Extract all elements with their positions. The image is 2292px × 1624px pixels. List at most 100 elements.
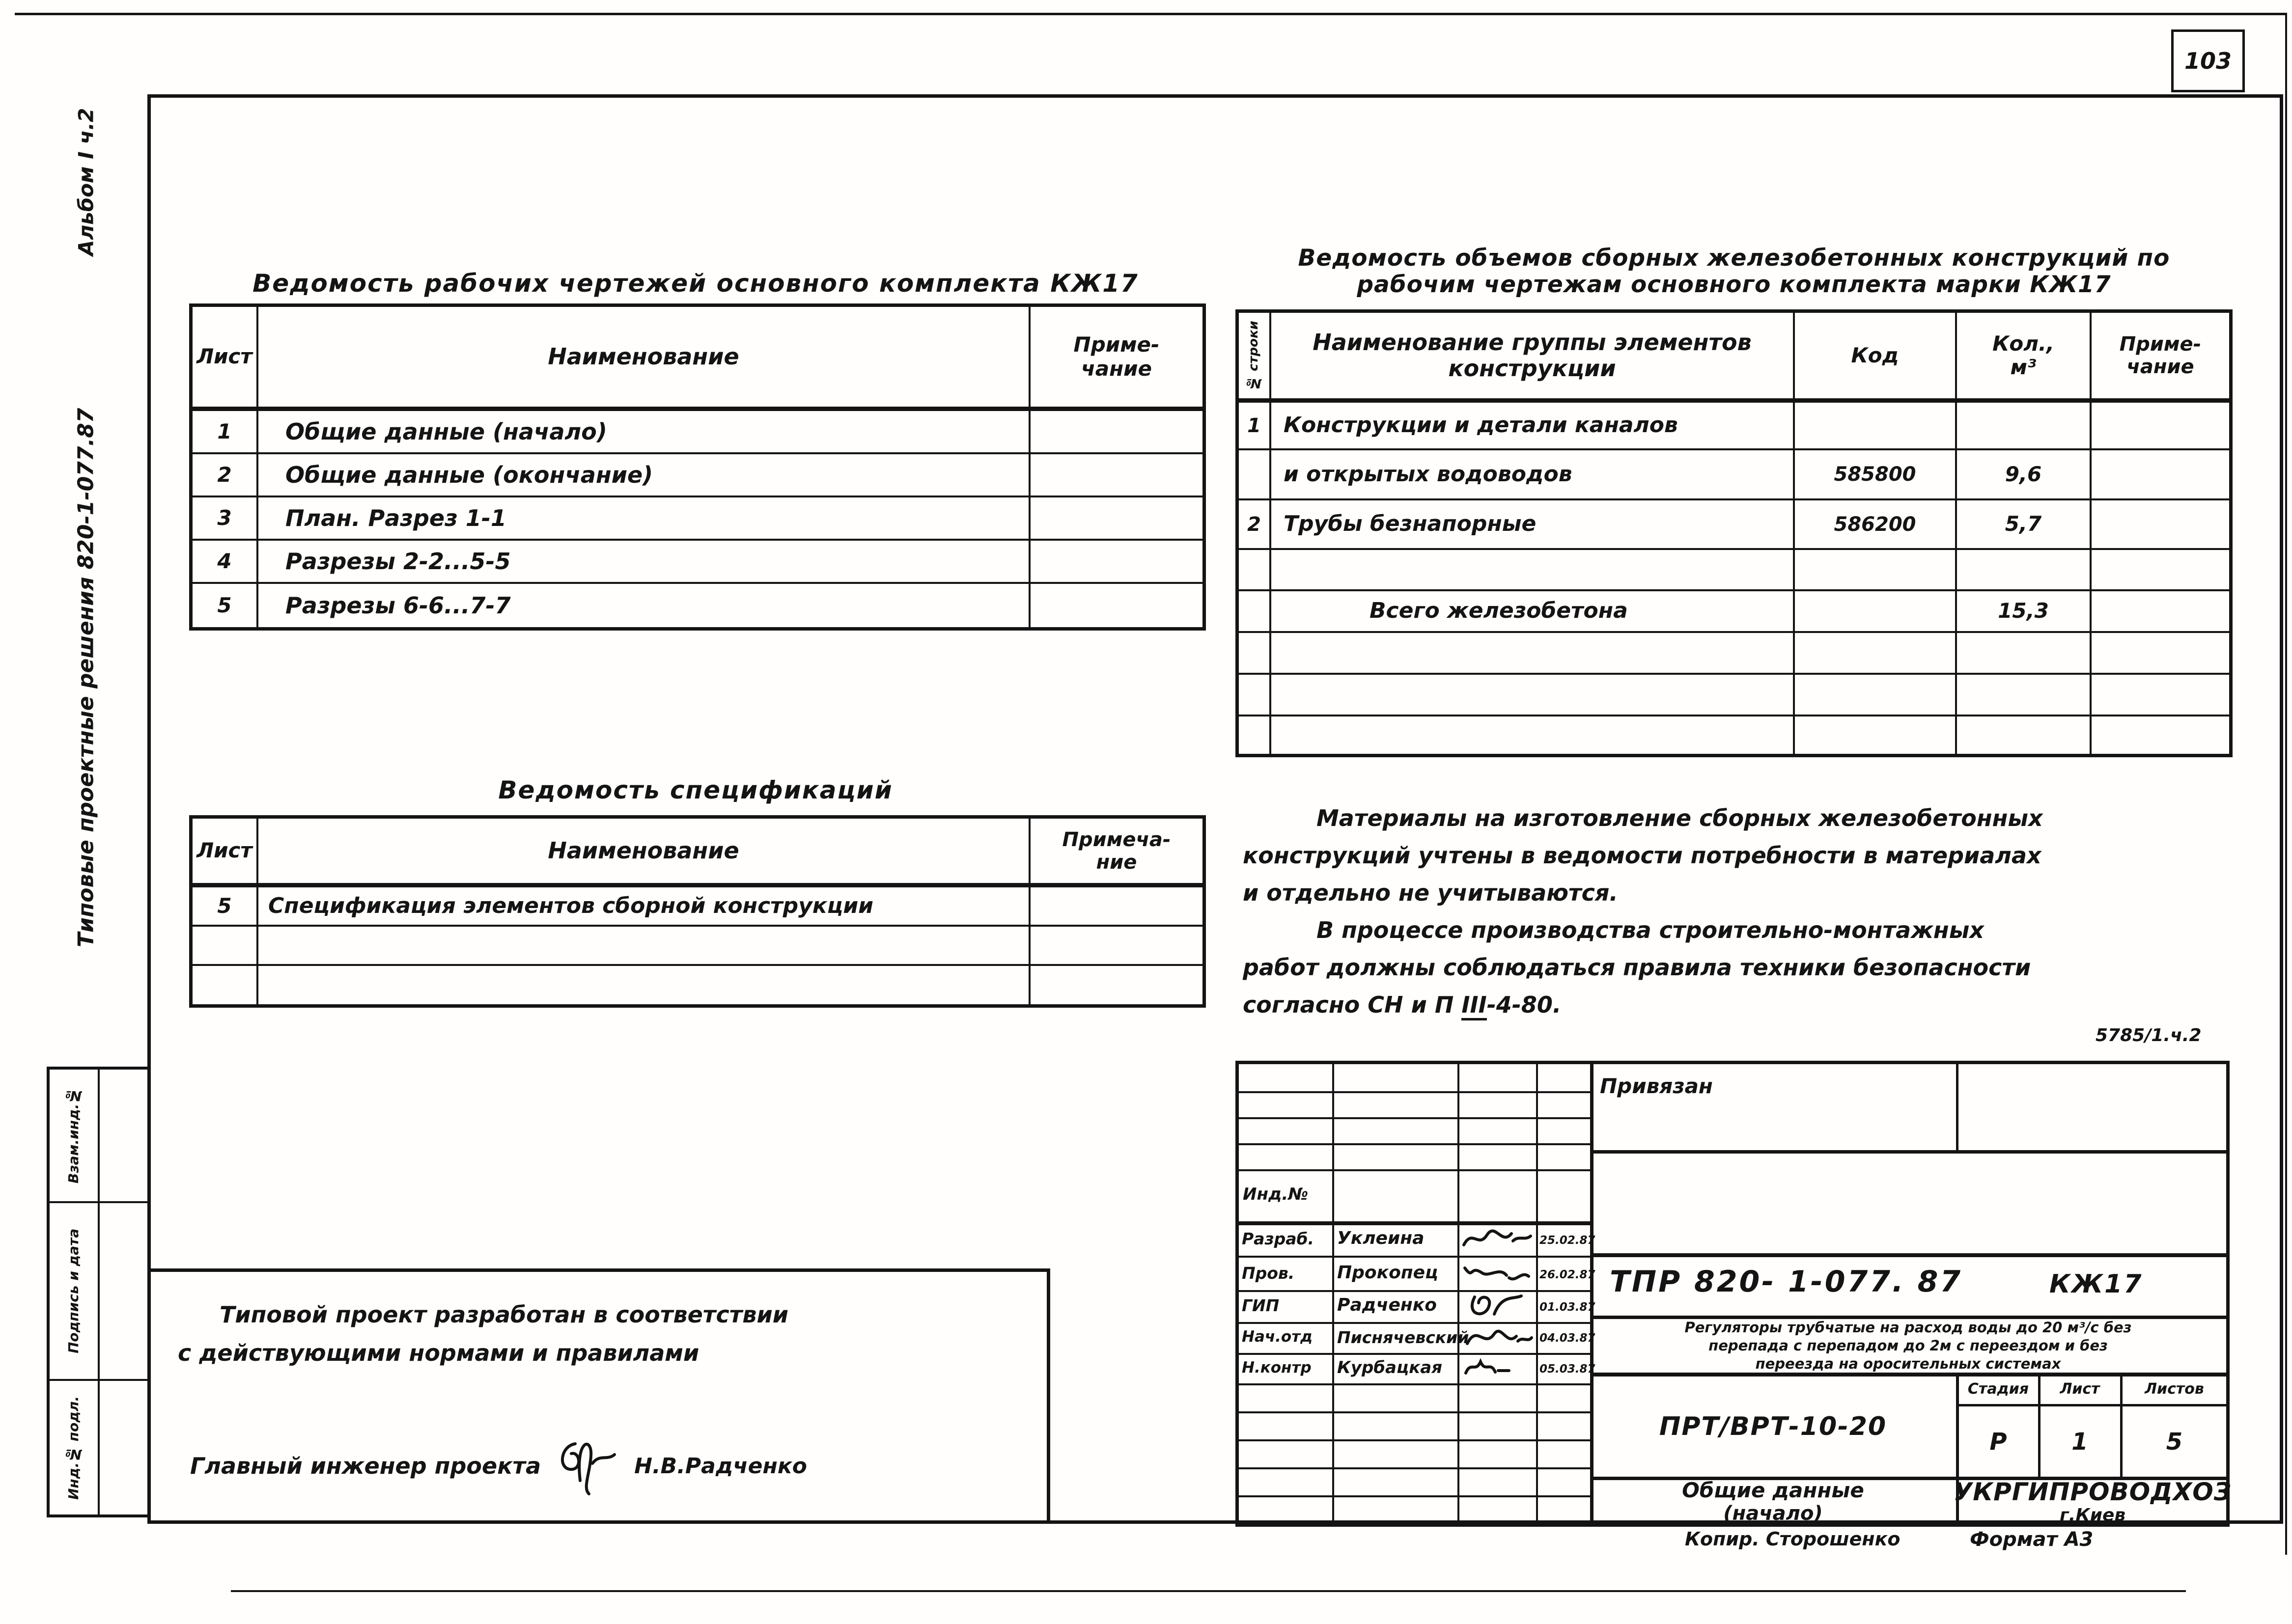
sign-date: 25.02.87 xyxy=(1539,1234,1595,1247)
table-cell xyxy=(2092,633,2229,675)
copier-label: Копир. Сторошенко xyxy=(1685,1528,1901,1550)
spec-register-table: Лист Наименование Примеча- ние 5 Специфи… xyxy=(189,815,1206,1008)
table-cell: Разрезы 2-2...5-5 xyxy=(258,541,1031,584)
table-cell xyxy=(1031,497,1202,541)
sign-date: 26.02.87 xyxy=(1539,1268,1595,1281)
format-label: Формат А3 xyxy=(1970,1528,2094,1551)
inventory-label: Инд.№ xyxy=(1243,1184,1309,1204)
stage-value-cell: Р xyxy=(1959,1406,2038,1477)
table-cell xyxy=(1031,541,1202,584)
bottom-scan-line xyxy=(231,1590,2186,1592)
table-cell xyxy=(1239,716,1271,754)
doc-description: Регуляторы трубчатые на расход воды до 2… xyxy=(1593,1319,2224,1373)
grid-line xyxy=(1239,1439,1590,1441)
spec-register-title: Ведомость спецификаций xyxy=(498,776,893,804)
note-line: В процессе производства строительно-монт… xyxy=(1316,917,1984,943)
notes-block: Материалы на изготовление сборных железо… xyxy=(1243,799,2255,1023)
column-header: Код xyxy=(1795,313,1957,403)
table-cell xyxy=(1239,633,1271,675)
grid-line xyxy=(2120,1373,2123,1477)
series-label: Типовые проектные решения 820-1-077.87 xyxy=(73,408,99,948)
person-name: Писнячевский xyxy=(1337,1328,1469,1347)
table-cell xyxy=(1957,675,2092,716)
table-cell: 586200 xyxy=(1795,500,1957,550)
table-cell: Общие данные (окончание) xyxy=(258,454,1031,497)
column-header: Кол., м³ xyxy=(1957,313,2092,403)
table-cell xyxy=(258,966,1031,1004)
column-header: Наименование группы элементов конструкци… xyxy=(1271,313,1795,403)
table-cell xyxy=(1795,591,1957,633)
personnel-row: ГИП Радченко 01.03.87 xyxy=(1239,1291,1595,1321)
signoff-name: Н.В.Радченко xyxy=(634,1453,807,1479)
table-cell xyxy=(2092,500,2229,550)
volumes-table-title-line1: Ведомость объемов сборных железобетонных… xyxy=(1298,245,2170,272)
note-line: работ должны соблюдаться правила техники… xyxy=(1243,954,2031,981)
role-label: Н.контр xyxy=(1242,1359,1312,1376)
table-cell: Конструкции и детали каналов xyxy=(1271,403,1795,450)
grid-line xyxy=(1239,1322,1590,1324)
sheet-header-cell: Лист xyxy=(2040,1374,2119,1404)
column-header: Приме- чание xyxy=(1031,307,1202,411)
table-cell xyxy=(2092,550,2229,591)
row-number-header: № строки xyxy=(1246,321,1261,390)
table-cell xyxy=(1031,454,1202,497)
column-header: № строки xyxy=(1239,313,1271,403)
grid-line xyxy=(1956,1373,1959,1523)
doc-code: ТПР 820- 1-077. 87 xyxy=(1610,1265,1963,1299)
page-number: 103 xyxy=(2184,48,2232,74)
person-name: Курбацкая xyxy=(1337,1358,1443,1377)
sheets-header: Листов xyxy=(2145,1380,2204,1398)
table-cell xyxy=(1239,550,1271,591)
table-cell xyxy=(2092,591,2229,633)
table-cell: 585800 xyxy=(1795,450,1957,500)
column-header: Приме- чание xyxy=(2092,313,2229,403)
table-cell xyxy=(193,966,258,1004)
column-header: Наименование xyxy=(258,819,1031,887)
object-code: ПРТ/ВРТ-10-20 xyxy=(1659,1412,1887,1441)
table-cell: Всего железобетона xyxy=(1271,591,1795,633)
table-cell: и открытых водоводов xyxy=(1271,450,1795,500)
role-label: Пров. xyxy=(1242,1264,1295,1283)
attached-label: Привязан xyxy=(1600,1074,1713,1098)
set-code: КЖ17 xyxy=(2049,1269,2143,1299)
personnel-row: Н.контр Курбацкая 05.03.87 xyxy=(1239,1354,1595,1382)
sheet-header: Лист xyxy=(2060,1380,2100,1398)
table-cell xyxy=(1957,716,2092,754)
table-cell xyxy=(1795,716,1957,754)
table-cell xyxy=(1957,633,2092,675)
note-line: Материалы на изготовление сборных железо… xyxy=(1316,805,2043,831)
grid-line xyxy=(1239,1353,1590,1355)
grid-line xyxy=(1239,1411,1590,1413)
table-cell xyxy=(1031,966,1202,1004)
doc-description-line: перепада с перепадом до 2м с переездом и… xyxy=(1708,1337,2108,1354)
signature-icon xyxy=(1470,1294,1523,1316)
grid-line xyxy=(2038,1373,2040,1477)
grid-line xyxy=(1239,1256,1590,1258)
grid-line xyxy=(1239,1169,1590,1171)
grid-line xyxy=(1239,1495,1590,1497)
table-cell xyxy=(1239,675,1271,716)
table-cell xyxy=(1031,887,1202,927)
doc-description-line: Регуляторы трубчатые на расход воды до 2… xyxy=(1684,1319,2132,1336)
grid-line xyxy=(1590,1064,1593,1523)
stamp-label-cell: Подпись и дата xyxy=(50,1203,100,1381)
table-cell: 2 xyxy=(193,454,258,497)
table-cell: Общие данные (начало) xyxy=(258,411,1031,454)
title-block: Привязан Инд.№ Разраб. Уклеина 25.02.87 … xyxy=(1235,1061,2231,1527)
statement-line1: Типовой проект разработан в соответствии xyxy=(220,1301,788,1328)
grid-line xyxy=(1590,1253,2226,1257)
stamp-label: Инд.№ подл. xyxy=(65,1396,82,1500)
object-code-cell: ПРТ/ВРТ-10-20 xyxy=(1590,1376,1956,1477)
note-line-snip: согласно СН и П III-4-80. xyxy=(1243,986,2255,1023)
table-cell: 5,7 xyxy=(1957,500,2092,550)
table-cell xyxy=(1957,403,2092,450)
album-label: Альбом I ч.2 xyxy=(74,108,98,256)
grid-line xyxy=(1239,1143,1590,1145)
grid-line xyxy=(1332,1064,1334,1523)
table-cell: 15,3 xyxy=(1957,591,2092,633)
drawings-register-title: Ведомость рабочих чертежей основного ком… xyxy=(252,269,1139,298)
volumes-table-title-line2: рабочим чертежам основного комплекта мар… xyxy=(1357,271,2111,298)
grid-line xyxy=(1239,1383,1590,1385)
table-cell xyxy=(1031,584,1202,627)
